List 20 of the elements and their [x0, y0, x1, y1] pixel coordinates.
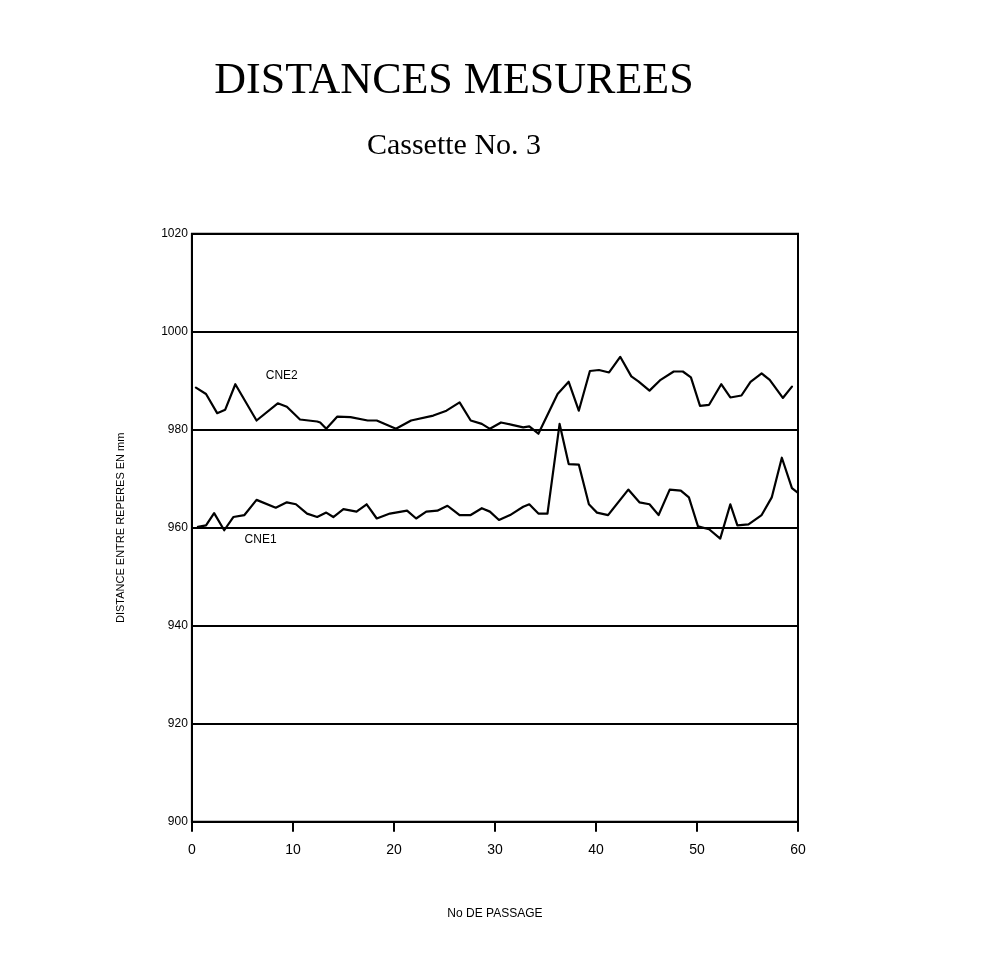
y-tick-label: 1020 — [161, 226, 189, 241]
y-tick-label: 900 — [167, 814, 189, 829]
series-label: CNE1 — [244, 532, 277, 547]
y-tick-label: 960 — [167, 520, 189, 535]
x-tick-label: 20 — [386, 841, 402, 858]
y-axis-title: DISTANCE ENTRE REPERES EN mm — [113, 432, 126, 624]
x-tick-label: 50 — [689, 841, 705, 858]
y-tick-label: 1000 — [161, 324, 189, 339]
y-tick-label: 920 — [167, 716, 189, 731]
y-tick-label: 980 — [167, 422, 189, 437]
chart-subtitle: Cassette No. 3 — [366, 126, 542, 160]
y-tick-label: 940 — [167, 618, 189, 633]
x-tick-label: 10 — [285, 841, 301, 858]
x-axis-title: No DE PASSAGE — [447, 906, 543, 921]
x-tick-label: 0 — [188, 841, 196, 858]
chart-title: DISTANCES MESUREES — [214, 53, 694, 103]
x-tick-label: 40 — [588, 841, 604, 858]
x-tick-label: 60 — [790, 841, 806, 858]
text: CNE2 — [265, 367, 299, 382]
x-tick-label: 30 — [487, 841, 503, 858]
